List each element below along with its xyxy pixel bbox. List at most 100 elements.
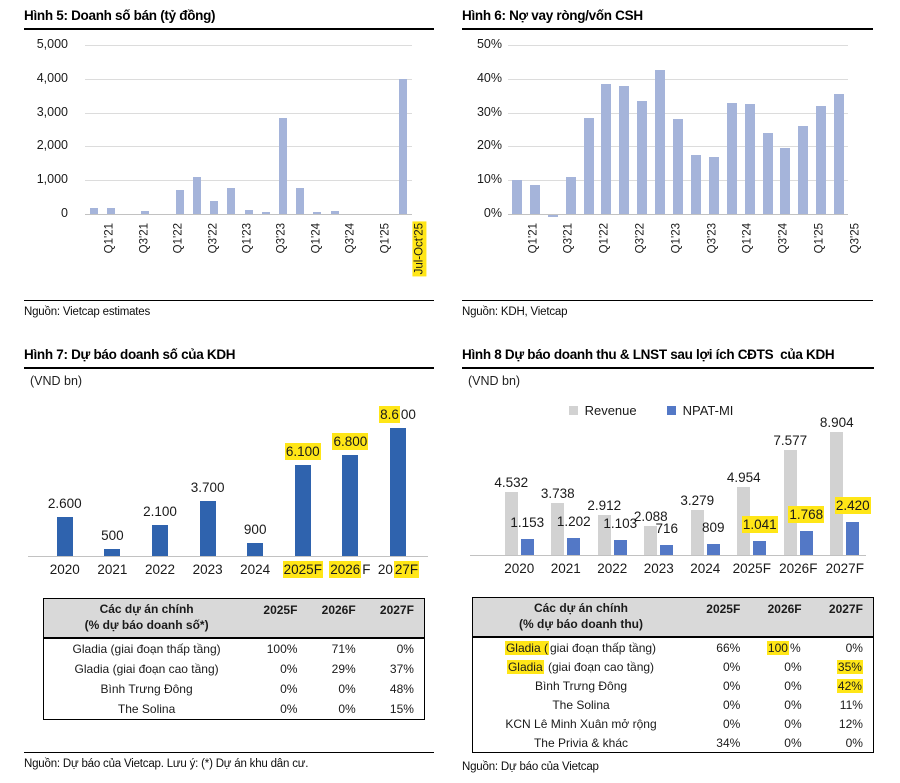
gridline bbox=[85, 180, 412, 182]
bar bbox=[816, 105, 827, 214]
project-value: 0% bbox=[280, 682, 298, 697]
bar bbox=[175, 190, 184, 214]
gridline bbox=[85, 78, 412, 80]
project-value: 0% bbox=[845, 640, 863, 655]
npat-bar bbox=[799, 530, 813, 555]
figure-6: Hình 6: Nợ vay ròng/vốn CSH 50% 40% 30% 20%… bbox=[462, 8, 873, 338]
figure-5-bar-chart: 5,000 4,000 3,000 2,000 1,000 0 Q1'21 Q3'21 Q1'2… bbox=[24, 36, 434, 298]
revenue-value-label: 2.912 bbox=[587, 497, 622, 513]
gridline bbox=[85, 146, 412, 148]
figure-5-title: Hình 5: Doanh số bán (tỷ đồng) bbox=[24, 8, 434, 30]
bar bbox=[511, 180, 522, 214]
npat-bar bbox=[520, 539, 534, 555]
x-tick-label: 2022 bbox=[597, 561, 628, 576]
table-header-year: 2027F bbox=[379, 603, 414, 617]
bar bbox=[399, 78, 408, 214]
revenue-value-label: 3.279 bbox=[680, 492, 715, 508]
project-value: 0% bbox=[784, 678, 802, 693]
legend-item-npat-mi: NPAT-MI bbox=[666, 403, 733, 418]
x-axis-line bbox=[470, 555, 866, 556]
figure-8: Hình 8 Dự báo doanh thu & LNST sau lợi í… bbox=[462, 347, 874, 777]
project-name: Bình Trưng Đông bbox=[100, 682, 193, 697]
gridline bbox=[85, 45, 412, 46]
bar bbox=[673, 119, 683, 214]
project-name: Gladia (giai đoạn thấp tầng) bbox=[504, 640, 657, 655]
revenue-bar bbox=[783, 450, 797, 555]
x-tick-label: 2022 bbox=[144, 562, 176, 577]
project-value: 0% bbox=[396, 642, 414, 657]
x-tick-label: 2026F bbox=[779, 561, 818, 576]
x-tick-label: 2023 bbox=[643, 561, 674, 576]
bar bbox=[313, 212, 322, 214]
value-label: 8.6 00 bbox=[379, 406, 416, 423]
project-name: The Privia & khác bbox=[533, 735, 629, 750]
project-value: 0% bbox=[845, 735, 863, 750]
x-tick-label: 2025F bbox=[732, 561, 771, 576]
table-row: Gladia (giai đoạn cao tầng) 0% 29% 37% bbox=[44, 659, 424, 679]
x-tick-label: 2021 bbox=[97, 562, 128, 577]
value-label: 3.700 bbox=[190, 479, 225, 495]
bar bbox=[601, 83, 612, 214]
table-row: The Solina 0% 0% 15% bbox=[44, 699, 424, 719]
npat-value-label: 1.103 bbox=[603, 515, 638, 531]
x-tick-label: Q3'21 bbox=[562, 223, 575, 254]
legend-item-revenue: Revenue bbox=[568, 403, 637, 418]
figure-7-title: Hình 7: Dự báo doanh số của KDH bbox=[24, 347, 434, 369]
legend-swatch bbox=[568, 406, 578, 415]
figure-5: Hình 5: Doanh số bán (tỷ đồng) 5,000 4,00… bbox=[24, 8, 434, 338]
bar bbox=[655, 70, 666, 214]
bar bbox=[330, 211, 339, 214]
bar bbox=[227, 187, 236, 214]
table-row: KCN Lê Minh Xuân mở rộng 0% 0% 12% bbox=[473, 714, 873, 733]
figure-8-title: Hình 8 Dự báo doanh thu & LNST sau lợi í… bbox=[462, 347, 874, 369]
y-tick-label: 20% bbox=[476, 138, 502, 153]
bar bbox=[244, 209, 253, 214]
bar bbox=[247, 542, 264, 556]
npat-value-label: 716 bbox=[655, 521, 679, 537]
figure-6-title: Hình 6: Nợ vay ròng/vốn CSH bbox=[462, 8, 873, 30]
y-tick-label: 30% bbox=[476, 104, 502, 119]
revenue-value-label: 2.088 bbox=[633, 509, 668, 525]
revenue-bar bbox=[504, 492, 518, 555]
project-value: 0% bbox=[280, 662, 298, 677]
bar bbox=[210, 201, 219, 214]
table-header-projects: Các dự án chính (% dự báo doanh số*) bbox=[44, 602, 249, 633]
project-value: 100% bbox=[766, 640, 801, 655]
bar bbox=[547, 215, 558, 217]
project-value: 66% bbox=[716, 640, 741, 655]
x-tick-label: Q1'25 bbox=[813, 223, 826, 254]
table-header-year: 2025F bbox=[263, 603, 298, 617]
revenue-value-label: 8.904 bbox=[819, 415, 854, 430]
bar bbox=[529, 185, 540, 214]
bar bbox=[296, 188, 305, 214]
bar bbox=[726, 102, 737, 214]
figure-8-source: Nguồn: Dự báo của Vietcap bbox=[462, 761, 599, 773]
revenue-bar bbox=[597, 514, 611, 555]
project-value: 0% bbox=[722, 659, 741, 674]
project-value: 15% bbox=[389, 702, 414, 717]
project-value: 0% bbox=[722, 678, 741, 693]
value-label: 6.800 bbox=[332, 432, 369, 450]
chart-legend: Revenue NPAT-MI bbox=[462, 403, 874, 418]
figure-8-grouped-bar-chart: 4.532 1.153 2020 3.738 1.202 2021 2.912 1.103 20… bbox=[462, 415, 874, 582]
project-value: 100% bbox=[266, 642, 298, 657]
bar bbox=[106, 207, 115, 214]
figure-8-unit: (VND bn) bbox=[468, 374, 521, 388]
npat-bar bbox=[613, 539, 627, 555]
x-tick-label: Q3'23 bbox=[705, 223, 718, 254]
figure-6-bar-chart: 50% 40% 30% 20% 10% 0% Q1'21 Q3'21 Q1'22 Q3'22 Q1'… bbox=[462, 36, 873, 298]
legend-swatch bbox=[666, 406, 676, 415]
revenue-value-label: 4.954 bbox=[726, 469, 761, 485]
x-tick-label: Q1'23 bbox=[241, 223, 254, 254]
bar bbox=[294, 465, 311, 556]
x-tick-label: Q3'24 bbox=[777, 223, 790, 254]
bar bbox=[141, 211, 150, 214]
table-row: Gladia (giai đoạn thấp tầng) 100% 71% 0% bbox=[44, 639, 424, 659]
source-divider bbox=[24, 300, 434, 301]
npat-bar bbox=[567, 538, 581, 555]
legend-label: Revenue bbox=[584, 403, 637, 418]
bar bbox=[798, 126, 809, 214]
x-tick-label: Q1'21 bbox=[526, 223, 539, 254]
